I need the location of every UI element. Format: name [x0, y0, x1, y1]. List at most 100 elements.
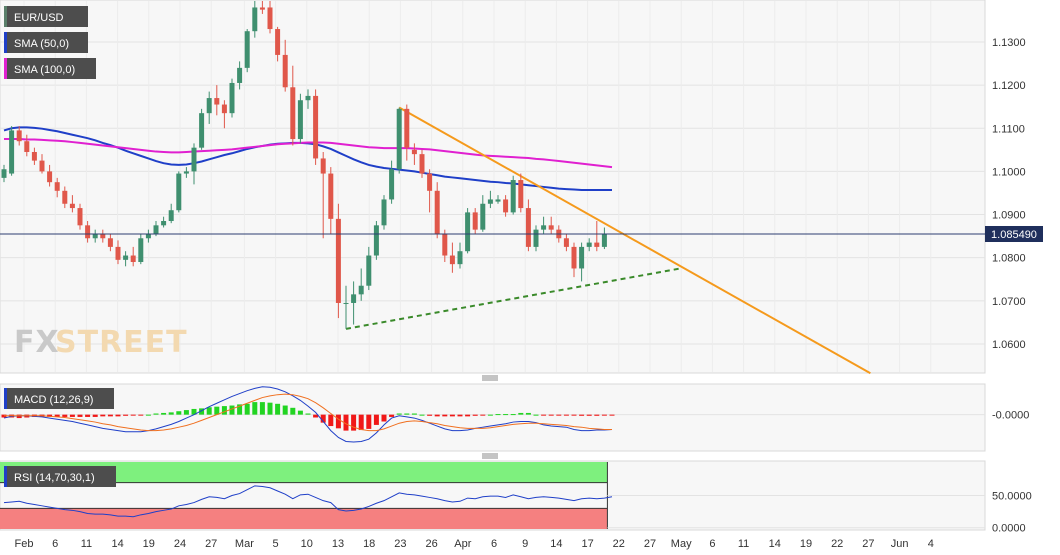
- candle-body: [518, 180, 524, 209]
- candle-body: [9, 130, 15, 174]
- candle: [525, 199, 531, 252]
- candle: [434, 182, 440, 239]
- candle: [69, 195, 75, 213]
- candle-body: [373, 225, 379, 256]
- candle: [1, 164, 7, 183]
- candle-body: [525, 208, 531, 247]
- macd-histogram-bar: [594, 414, 600, 416]
- macd-histogram-bar: [411, 413, 417, 415]
- macd-histogram-bar: [267, 402, 273, 415]
- price-tick-label: 1.0700: [992, 296, 1026, 308]
- panel-resize-handle[interactable]: [482, 453, 498, 459]
- time-tick-label: 6: [491, 538, 497, 550]
- macd-histogram-bar: [465, 414, 471, 417]
- candle: [449, 242, 455, 273]
- candle-body: [320, 158, 326, 174]
- candle: [9, 126, 15, 176]
- candle: [31, 147, 37, 165]
- macd-histogram-bar: [579, 414, 585, 416]
- candle: [183, 167, 189, 178]
- candle: [487, 190, 493, 209]
- candle: [571, 242, 577, 278]
- time-tick-label: 14: [769, 538, 781, 550]
- price-tick-label: 1.1100: [992, 123, 1025, 135]
- candle: [39, 154, 45, 174]
- candle-body: [206, 98, 212, 114]
- candle: [77, 203, 83, 230]
- time-tick-label: Jun: [891, 538, 909, 550]
- candle-body: [191, 147, 197, 172]
- candle-body: [24, 141, 30, 152]
- sma-100-label: SMA (100,0): [14, 64, 75, 76]
- candle-body: [275, 29, 281, 55]
- time-tick-label: 13: [332, 538, 344, 550]
- candle-body: [343, 302, 349, 304]
- legend-macd[interactable]: MACD (12,26,9): [4, 388, 114, 409]
- rsi-overbought-band: [0, 462, 608, 483]
- candle: [47, 164, 53, 187]
- candle-body: [267, 7, 273, 30]
- candle-body: [123, 255, 129, 260]
- panel-resize-handle[interactable]: [482, 375, 498, 381]
- candle-body: [92, 233, 98, 239]
- candle: [191, 143, 197, 185]
- time-tick-label: 11: [81, 538, 92, 550]
- candle: [161, 216, 167, 228]
- svg-text:STREET: STREET: [55, 325, 188, 360]
- candle: [495, 195, 501, 204]
- price-panel-background: [0, 0, 986, 374]
- candle-body: [366, 255, 372, 286]
- price-tick-label: 1.1200: [992, 80, 1026, 92]
- candle-body: [297, 100, 303, 140]
- macd-histogram: [1, 402, 615, 431]
- candle-body: [335, 218, 341, 303]
- macd-histogram-bar: [495, 414, 501, 416]
- candle: [206, 91, 212, 124]
- macd-histogram-bar: [16, 414, 22, 419]
- candle: [503, 195, 509, 217]
- legend-sma-100[interactable]: SMA (100,0): [4, 58, 96, 79]
- macd-histogram-bar: [100, 414, 106, 417]
- candle: [351, 281, 357, 325]
- candle-body: [404, 108, 410, 148]
- candle-body: [237, 67, 243, 83]
- macd-histogram-bar: [541, 414, 547, 416]
- candle-body: [396, 108, 402, 170]
- candle-body: [427, 173, 433, 191]
- macd-label: MACD (12,26,9): [14, 394, 93, 406]
- candle-body: [548, 225, 554, 230]
- candle: [335, 203, 341, 319]
- candle-body: [31, 151, 37, 161]
- macd-histogram-bar: [54, 414, 60, 417]
- legend-sma-50[interactable]: SMA (50,0): [4, 32, 88, 53]
- candle-body: [358, 285, 364, 295]
- macd-histogram-bar: [275, 403, 281, 415]
- macd-histogram-bar: [229, 405, 235, 415]
- price-axis: 1.1300 1.1200 1.1100 1.1000 1.0900 1.0800 1.07…: [992, 37, 1026, 351]
- candle-body: [221, 104, 227, 114]
- macd-histogram-bar: [518, 412, 524, 415]
- candle: [199, 108, 205, 150]
- candle-body: [115, 246, 121, 260]
- time-tick-label: 18: [363, 538, 375, 550]
- candle: [214, 85, 220, 116]
- time-tick-label: 19: [143, 538, 155, 550]
- candle-body: [351, 294, 357, 303]
- legend-symbol[interactable]: EUR/USD: [4, 6, 88, 27]
- price-tick-label: 1.0900: [992, 210, 1026, 222]
- candle-body: [601, 233, 607, 247]
- macd-histogram-bar: [69, 414, 75, 417]
- macd-histogram-bar: [259, 402, 265, 415]
- candle-body: [449, 255, 455, 265]
- macd-histogram-bar: [290, 407, 296, 415]
- candle: [267, 1, 273, 34]
- candle-body: [442, 233, 448, 256]
- legend-rsi[interactable]: RSI (14,70,30,1): [4, 466, 116, 487]
- time-tick-label: 26: [425, 538, 437, 550]
- macd-histogram-bar: [563, 414, 569, 416]
- candle-body: [487, 199, 493, 204]
- macd-histogram-bar: [305, 413, 311, 415]
- macd-histogram-bar: [206, 407, 212, 415]
- macd-tick-label: -0.0000: [992, 410, 1029, 422]
- rsi-panel: 50.0000 0.0000 RSI (14,70,30,1): [0, 460, 1032, 535]
